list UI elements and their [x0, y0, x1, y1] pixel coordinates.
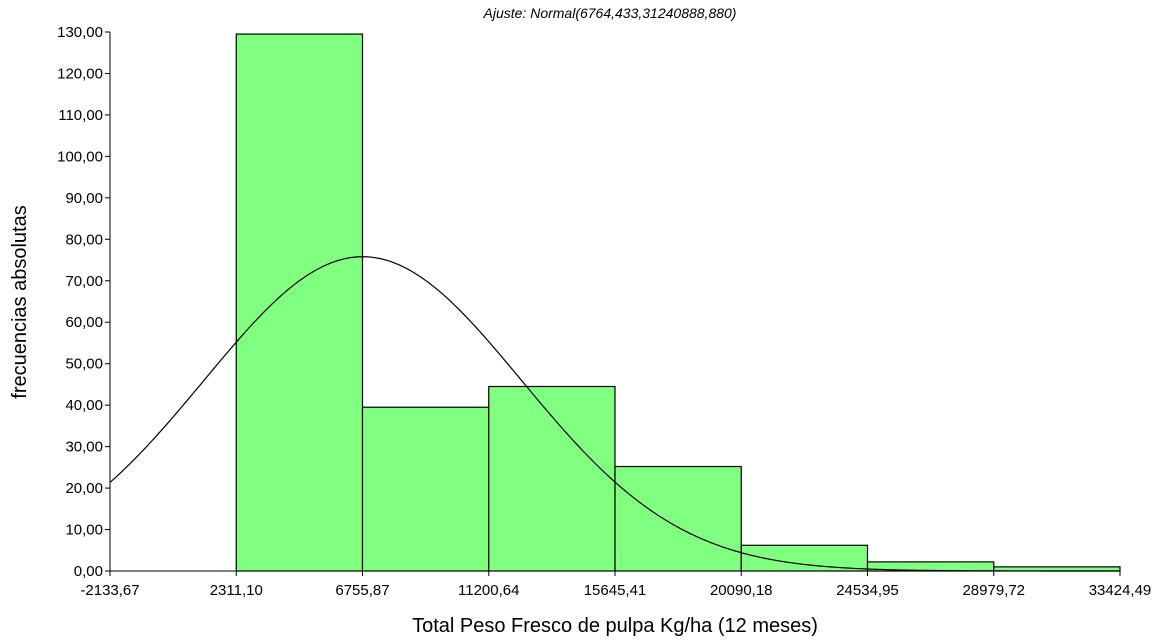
y-tick-label: 50,00: [65, 356, 103, 373]
y-tick-label: 20,00: [65, 480, 103, 497]
fit-subtitle: Ajuste: Normal(6764,433,31240888,880): [483, 5, 737, 21]
y-tick-label: 90,00: [65, 190, 103, 207]
histogram-bars: [235, 33, 1121, 572]
y-tick-label: 60,00: [65, 314, 103, 331]
y-tick-label: 110,00: [58, 107, 103, 124]
x-tick-label: 2311,10: [210, 582, 263, 599]
y-tick-label: 130,00: [57, 24, 103, 41]
y-tick-label: 100,00: [57, 148, 103, 165]
y-tick-label: 0,00: [74, 563, 103, 580]
x-tick-label: 11200,64: [458, 582, 519, 599]
histogram-bar-2: [361, 406, 490, 572]
y-tick-label: 10,00: [65, 522, 103, 539]
histogram-bar-3: [488, 385, 616, 572]
histogram-bar-4: [614, 465, 742, 572]
x-axis-ticks: -2133,67 2311,10 6755,87 11200,64 15645,41 20…: [80, 571, 1151, 599]
histogram-bar-1: [235, 33, 364, 572]
y-axis-ticks: 0,00 10,00 20,00 30,00 40,00 50,00 60,00 70,00 8…: [57, 24, 110, 580]
x-axis-title: Total Peso Fresco de pulpa Kg/ha (12 mes…: [412, 615, 818, 637]
y-tick-label: 80,00: [65, 231, 103, 248]
y-tick-label: 70,00: [65, 273, 103, 290]
y-tick-label: 30,00: [65, 439, 103, 456]
y-axis-title: frecuencias absolutas: [9, 205, 31, 398]
x-tick-label: 28979,72: [962, 582, 1025, 599]
y-tick-label: 40,00: [65, 397, 103, 414]
histogram-bar-5: [740, 544, 869, 572]
y-tick-label: 120,00: [57, 65, 103, 82]
x-tick-label: 33424,49: [1089, 582, 1152, 599]
x-tick-label: -2133,67: [80, 582, 139, 599]
x-tick-label: 6755,87: [335, 582, 389, 599]
x-tick-label: 24534,95: [836, 582, 899, 599]
x-tick-label: 15645,41: [584, 582, 647, 599]
x-tick-label: 20090,18: [710, 582, 773, 599]
